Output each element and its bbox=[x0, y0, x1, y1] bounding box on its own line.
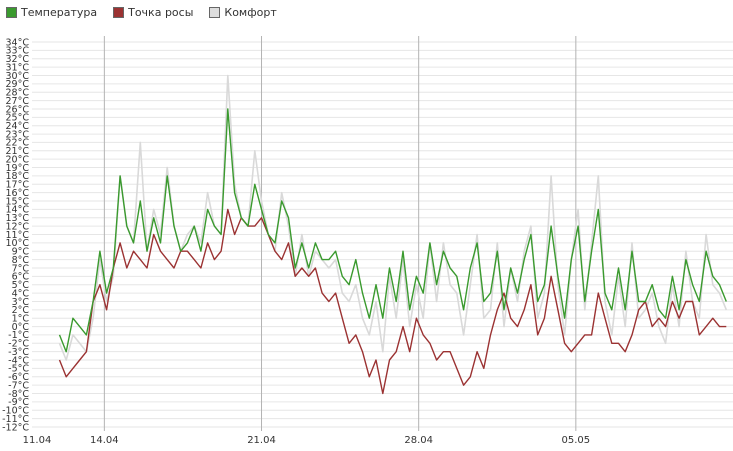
y-tick-label: -3°C bbox=[8, 347, 29, 358]
y-tick-label: 19°C bbox=[6, 163, 30, 174]
y-tick-label: 9°C bbox=[12, 247, 30, 258]
y-tick-label: 17°C bbox=[6, 180, 30, 191]
y-tick-label: 10°C bbox=[6, 238, 30, 249]
y-tick-label: 28°C bbox=[6, 88, 30, 99]
y-tick-label: 6°C bbox=[12, 272, 30, 283]
y-tick-label: 26°C bbox=[6, 104, 30, 115]
y-tick-label: -4°C bbox=[8, 355, 29, 366]
y-tick-label: -10°C bbox=[2, 406, 29, 417]
x-tick-label: 14.04 bbox=[90, 435, 119, 446]
legend-item-comfort[interactable]: Комфорт bbox=[209, 5, 277, 19]
y-tick-label: -8°C bbox=[8, 389, 29, 400]
legend-item-temperature[interactable]: Температура bbox=[6, 6, 97, 19]
y-tick-label: 2°C bbox=[12, 305, 30, 316]
y-tick-label: 22°C bbox=[6, 138, 30, 149]
y-axis-ticks: 34°C33°C32°C31°C30°C29°C28°C27°C26°C25°C… bbox=[2, 37, 29, 433]
y-tick-label: 16°C bbox=[6, 188, 30, 199]
y-tick-label: 4°C bbox=[12, 288, 30, 299]
y-tick-label: 25°C bbox=[6, 113, 30, 124]
y-tick-label: -12°C bbox=[2, 422, 29, 433]
y-tick-label: 33°C bbox=[6, 46, 30, 57]
y-tick-label: 29°C bbox=[6, 79, 30, 90]
y-tick-label: 32°C bbox=[6, 54, 30, 65]
y-tick-label: 20°C bbox=[6, 154, 30, 165]
legend-item-dew-point[interactable]: Точка росы bbox=[113, 6, 193, 19]
legend-swatch-dew-point bbox=[113, 6, 125, 18]
vertical-gridlines bbox=[103, 36, 577, 431]
dew-point-line bbox=[58, 208, 727, 395]
y-tick-label: -2°C bbox=[8, 339, 29, 350]
y-tick-label: 21°C bbox=[6, 146, 30, 157]
y-tick-label: -1°C bbox=[8, 330, 29, 341]
legend-swatch-comfort bbox=[209, 6, 221, 18]
legend-label-dew-point: Точка росы bbox=[128, 5, 194, 19]
y-tick-label: 3°C bbox=[12, 297, 30, 308]
y-tick-label: 18°C bbox=[6, 171, 30, 182]
x-tick-label: 11.04 bbox=[23, 435, 52, 446]
y-tick-label: 13°C bbox=[6, 213, 30, 224]
x-tick-label: 21.04 bbox=[247, 435, 276, 446]
y-tick-label: 27°C bbox=[6, 96, 30, 107]
y-tick-label: 24°C bbox=[6, 121, 30, 132]
x-tick-label: 05.05 bbox=[562, 435, 591, 446]
y-tick-label: 15°C bbox=[6, 196, 30, 207]
horizontal-gridlines bbox=[32, 41, 733, 428]
legend-label-temperature: Температура bbox=[21, 5, 98, 19]
legend: Температура Точка росы Комфорт bbox=[6, 4, 293, 20]
y-tick-label: 0°C bbox=[12, 322, 30, 333]
y-tick-label: 5°C bbox=[12, 280, 30, 291]
y-tick-label: 7°C bbox=[12, 263, 30, 274]
x-tick-label: 28.04 bbox=[404, 435, 433, 446]
y-tick-label: -11°C bbox=[2, 414, 29, 425]
y-tick-label: 31°C bbox=[6, 62, 30, 73]
y-tick-label: 23°C bbox=[6, 129, 30, 140]
y-tick-label: 12°C bbox=[6, 221, 30, 232]
y-tick-label: 1°C bbox=[12, 313, 30, 324]
y-tick-label: 8°C bbox=[12, 255, 30, 266]
y-tick-label: 14°C bbox=[6, 205, 30, 216]
y-tick-label: 11°C bbox=[6, 230, 30, 241]
y-tick-label: 34°C bbox=[6, 37, 30, 48]
legend-swatch-temperature bbox=[6, 6, 17, 18]
y-tick-label: 30°C bbox=[6, 71, 30, 82]
y-tick-label: -7°C bbox=[8, 380, 29, 391]
y-tick-label: -5°C bbox=[8, 364, 29, 375]
x-axis-ticks: 11.04 14.04 21.04 28.04 05.05 bbox=[23, 435, 590, 446]
y-tick-label: -9°C bbox=[8, 397, 29, 408]
legend-label-comfort: Комфорт bbox=[224, 5, 277, 19]
y-tick-label: -6°C bbox=[8, 372, 29, 383]
temperature-line bbox=[58, 108, 727, 353]
series-layer bbox=[58, 74, 728, 395]
